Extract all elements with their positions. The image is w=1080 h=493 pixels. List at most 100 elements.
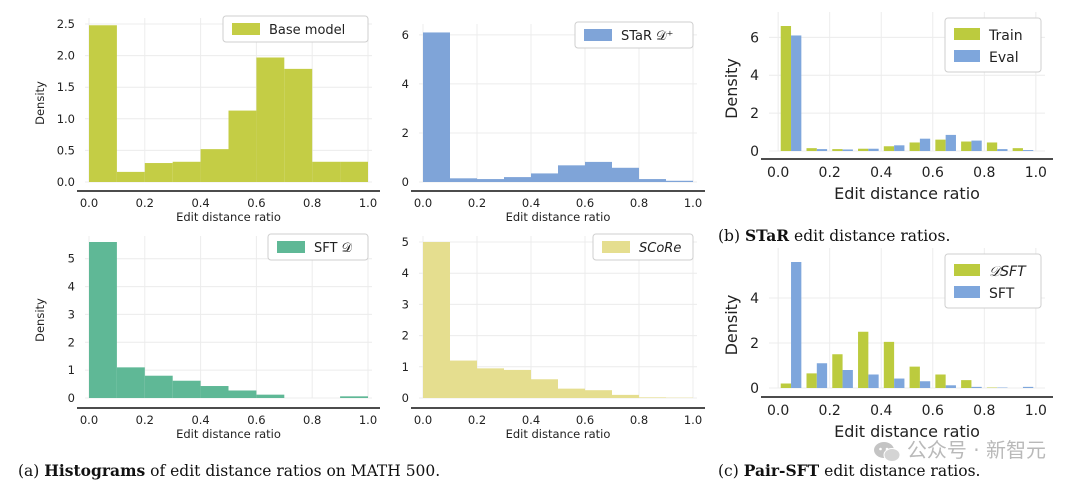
legend-box <box>222 15 369 43</box>
x-tick-label: 0.4 <box>522 413 540 427</box>
y-tick-label: 2 <box>68 335 75 349</box>
histogram-bar <box>340 161 368 182</box>
y-axis-label: Density <box>33 298 47 342</box>
caption-c: (c) Pair-SFT edit distance ratios. <box>718 461 980 480</box>
bar-first-series <box>935 374 946 388</box>
legend-swatch <box>954 286 980 298</box>
x-tick-label: 0.2 <box>819 165 841 181</box>
caption-c-prefix: (c) <box>718 462 744 480</box>
caption-a: (a) Histograms of edit distance ratios o… <box>18 461 440 480</box>
x-tick-label: 0.4 <box>870 403 892 419</box>
y-tick-label: 3 <box>68 307 75 321</box>
histogram-bar <box>531 173 558 182</box>
caption-c-bold: Pair-SFT <box>743 461 820 480</box>
x-axis-label: Edit distance ratio <box>834 422 980 441</box>
chart-sft: 0.0 0.2 0.4 0.6 0.8 1.0 Edit distance ratio 0 1 2… <box>33 233 380 441</box>
y-tick-label: 0 <box>750 381 759 397</box>
legend-label: SCoRe <box>639 241 681 256</box>
watermark: 公众号 · 新智元 <box>873 434 1046 463</box>
x-tick-label: 1.0 <box>1025 403 1047 419</box>
histogram-bar <box>144 375 173 398</box>
y-tick-label: 4 <box>68 280 75 294</box>
x-tick-label: 0.0 <box>414 413 432 427</box>
bar-second-series <box>971 386 982 388</box>
y-tick-label: 6 <box>402 28 409 42</box>
histogram-bar <box>666 180 693 182</box>
x-axis-label: Edit distance ratio <box>506 210 611 224</box>
bar-second-series <box>945 385 956 388</box>
histogram-bar <box>423 32 450 182</box>
y-tick-label: 2.0 <box>57 49 75 63</box>
legend-swatch <box>232 23 260 35</box>
y-tick-label: 2 <box>402 126 409 140</box>
x-tick-label: 1.0 <box>684 413 702 427</box>
chart-b: 0.0 0.2 0.4 0.6 0.8 1.0 Edit distance ratio 0 2 4… <box>722 12 1053 203</box>
bar-second-series <box>842 149 853 151</box>
y-tick-label: 0.5 <box>57 143 75 157</box>
x-tick-label: 0.4 <box>522 196 540 210</box>
histogram-bar <box>639 179 666 182</box>
bar-first-series <box>858 148 869 151</box>
legend-swatch <box>277 241 305 253</box>
legend-label: SFT <box>989 286 1015 302</box>
y-axis-label: Density <box>33 81 47 125</box>
legend-label: 𝒟SFT <box>989 264 1027 280</box>
x-tick-label: 1.0 <box>359 196 377 210</box>
chart-c: 0.0 0.2 0.4 0.6 0.8 1.0 Edit distance ratio 0 2 4… <box>722 248 1053 441</box>
histogram-bar <box>312 161 341 182</box>
bar-first-series <box>806 148 817 151</box>
y-tick-label: 1 <box>68 363 75 377</box>
histogram-bar <box>340 396 368 398</box>
histogram-bar <box>144 163 173 182</box>
x-tick-label: 0.2 <box>136 196 154 210</box>
x-tick-label: 0.4 <box>191 413 209 427</box>
bar-second-series <box>997 149 1008 151</box>
x-tick-label: 0.2 <box>468 196 486 210</box>
bar-first-series <box>780 26 792 151</box>
histogram-bar <box>612 394 639 398</box>
wechat-icon <box>873 441 901 462</box>
caption-c-rest: edit distance ratios. <box>819 462 981 480</box>
histogram-bar <box>585 161 612 182</box>
histogram-bar <box>89 25 117 182</box>
legend-label: Train <box>988 28 1023 44</box>
bar-second-series <box>894 378 905 388</box>
x-tick-label: 0.0 <box>80 413 98 427</box>
y-tick-label: 0 <box>402 175 409 189</box>
x-tick-label: 0.2 <box>819 403 841 419</box>
caption-a-bold: Histograms <box>44 461 146 480</box>
x-tick-label: 0.8 <box>973 403 995 419</box>
x-tick-label: 0.6 <box>922 403 944 419</box>
bar-first-series <box>858 331 869 388</box>
bar-second-series <box>791 262 802 388</box>
legend-label: SFT 𝒟 <box>314 241 353 256</box>
bar-second-series <box>971 140 982 151</box>
x-tick-label: 0.4 <box>191 196 209 210</box>
x-tick-label: 0.6 <box>247 196 265 210</box>
histogram-bar <box>612 167 639 182</box>
y-tick-label: 5 <box>402 235 409 249</box>
bar-first-series <box>883 341 895 388</box>
histogram-bar <box>558 388 585 398</box>
legend-box <box>574 21 694 49</box>
histogram-bar <box>423 242 450 398</box>
x-tick-label: 1.0 <box>359 413 377 427</box>
bar-first-series <box>780 383 792 388</box>
histogram-bar <box>256 394 285 398</box>
x-tick-label: 0.6 <box>247 413 265 427</box>
x-tick-label: 1.0 <box>684 196 702 210</box>
bar-second-series <box>842 370 853 388</box>
histogram-bar <box>558 165 585 182</box>
caption-a-prefix: (a) <box>18 462 45 480</box>
x-tick-label: 0.8 <box>303 196 321 210</box>
x-axis-label: Edit distance ratio <box>834 184 980 203</box>
bar-first-series <box>832 354 843 388</box>
legend-swatch <box>954 264 980 276</box>
bar-first-series <box>832 149 843 151</box>
legend-swatch <box>584 29 612 41</box>
x-tick-label: 0.8 <box>303 413 321 427</box>
y-tick-label: 2 <box>402 329 409 343</box>
bar-first-series <box>806 373 817 388</box>
histogram-bar <box>477 368 504 398</box>
x-tick-label: 0.6 <box>922 165 944 181</box>
